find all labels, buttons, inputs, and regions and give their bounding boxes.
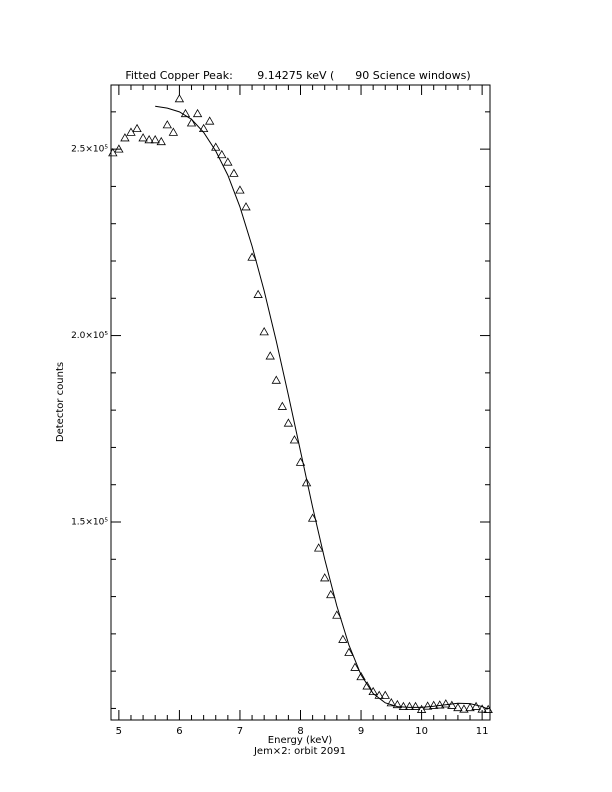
data-point (138, 133, 148, 142)
data-point (350, 662, 360, 671)
y-tick-label: 1.5×10⁵ (71, 518, 108, 528)
data-point (429, 700, 439, 709)
data-point (259, 327, 269, 336)
x-tick-label: 6 (176, 726, 182, 737)
data-point (247, 252, 257, 261)
data-point (362, 681, 372, 690)
data-point (441, 699, 451, 708)
x-tick-label: 10 (415, 726, 428, 737)
x-tick-label: 9 (358, 726, 364, 737)
data-point (332, 610, 342, 619)
x-tick-label: 7 (237, 726, 243, 737)
data-point (150, 135, 160, 144)
data-point (301, 478, 312, 487)
data-point (483, 704, 493, 713)
data-point (313, 543, 324, 552)
data-point (398, 701, 409, 710)
data-point (338, 634, 348, 643)
data-point (120, 133, 130, 142)
y-axis-label: Detector counts (55, 362, 66, 442)
data-point (253, 289, 263, 298)
data-point (435, 700, 445, 709)
data-point (459, 704, 469, 713)
data-point (235, 185, 245, 194)
x-tick-label: 8 (297, 726, 303, 737)
data-point (241, 202, 251, 211)
data-point (356, 671, 366, 681)
data-point (404, 701, 415, 710)
data-point (326, 589, 336, 599)
data-point (453, 702, 463, 712)
data-point (229, 168, 239, 177)
data-point (156, 136, 166, 146)
data-point (283, 418, 294, 427)
data-point (162, 120, 172, 129)
data-point (265, 351, 275, 360)
data-point (217, 149, 227, 159)
data-point (465, 702, 475, 712)
data-point (289, 435, 300, 444)
chart-title: Fitted Copper Peak: 9.14275 keV ( 90 Sci… (125, 69, 470, 82)
data-point (132, 123, 142, 133)
data-point (192, 108, 203, 118)
data-point (386, 698, 397, 707)
x-axis-label: Energy (keV) (268, 735, 333, 746)
data-point (271, 375, 281, 384)
data-point (180, 108, 191, 118)
data-point (380, 690, 390, 699)
y-tick-label: 2.0×10⁵ (71, 331, 108, 341)
data-point (477, 704, 487, 713)
data-point (277, 401, 288, 410)
data-point (168, 127, 179, 136)
y-tick-label: 2.5×10⁵ (71, 145, 108, 155)
data-point (114, 144, 124, 153)
fit-line (155, 105, 489, 710)
data-point (410, 701, 421, 710)
data-point (223, 157, 233, 166)
subtitle: Jem×2: orbit 2091 (253, 746, 346, 757)
data-point (186, 118, 197, 127)
data-point (392, 699, 403, 709)
data-point (447, 700, 457, 709)
data-point (344, 647, 354, 656)
data-point (144, 135, 154, 144)
data-point (320, 573, 330, 582)
data-point (204, 116, 215, 125)
x-tick-label: 5 (116, 726, 122, 737)
data-point (422, 701, 433, 710)
data-point (174, 93, 185, 103)
x-tick-label: 11 (476, 726, 489, 737)
